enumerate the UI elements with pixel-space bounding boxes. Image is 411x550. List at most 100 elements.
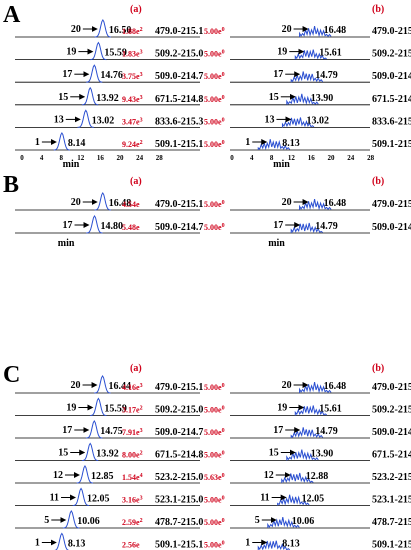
transition: 509.0-214.7 bbox=[372, 222, 411, 233]
retention-time: 15.59 bbox=[104, 48, 127, 59]
retention-time: 12.85 bbox=[91, 471, 114, 482]
axis-label: min bbox=[58, 238, 75, 249]
intensity: 5.00e0 bbox=[204, 140, 225, 149]
retention-time: 14.79 bbox=[315, 426, 338, 437]
intensity-exponent: 4 bbox=[140, 473, 143, 479]
retention-time: 14.75 bbox=[100, 426, 123, 437]
retention-time: 16.44 bbox=[109, 381, 132, 392]
transition: 478.7-215.0 bbox=[155, 517, 203, 528]
transition: 509.2-215.0 bbox=[155, 49, 203, 60]
peak-number: 11 bbox=[260, 493, 269, 504]
peak-number: 17 bbox=[273, 69, 283, 80]
peak-trace bbox=[286, 449, 319, 461]
axis-tick-label: 4 bbox=[40, 154, 44, 162]
peak-number: 13 bbox=[54, 114, 64, 125]
axis-tick-label: 8 bbox=[59, 154, 63, 162]
peak-number: 20 bbox=[282, 380, 292, 391]
transition: 478.7-215.0 bbox=[372, 517, 411, 528]
intensity-exponent: 3 bbox=[140, 95, 143, 101]
retention-time: 8.13 bbox=[282, 539, 300, 550]
peak-number: 17 bbox=[62, 425, 72, 436]
intensity-exponent: 2 bbox=[140, 451, 143, 457]
transition: 509.2-215.0 bbox=[372, 405, 411, 416]
axis-tick-label: 28 bbox=[367, 154, 375, 162]
peak-number: 13 bbox=[264, 114, 274, 125]
intensity: 5.00e0 bbox=[204, 95, 225, 104]
retention-time: 15.61 bbox=[319, 48, 342, 59]
peak-trace bbox=[299, 199, 332, 211]
retention-time: 8.14 bbox=[68, 138, 86, 149]
axis-tick-label: 20 bbox=[328, 154, 336, 162]
retention-time: 8.13 bbox=[282, 138, 300, 149]
intensity-exponent: 0 bbox=[222, 27, 225, 33]
column-tag: (a) bbox=[130, 176, 142, 187]
intensity: 9.43e3 bbox=[122, 95, 143, 104]
transition: 509.1-215.1 bbox=[155, 540, 203, 550]
transition: 479.0-215.1 bbox=[372, 382, 411, 393]
intensity: 1.83e3 bbox=[122, 50, 143, 59]
transition: 509.0-214.7 bbox=[155, 427, 203, 438]
peak-number: 17 bbox=[273, 425, 283, 436]
intensity: 3.16e3 bbox=[122, 496, 143, 505]
transition: 479.0-215.1 bbox=[155, 382, 203, 393]
intensity-exponent: 3 bbox=[140, 496, 143, 502]
peak-trace bbox=[94, 192, 111, 211]
axis-label: min bbox=[268, 238, 285, 249]
retention-time: 13.02 bbox=[306, 115, 329, 126]
intensity: 1.88e2 bbox=[122, 27, 143, 36]
transition: 479.0-215.1 bbox=[372, 199, 411, 210]
transition: 671.5-214.8 bbox=[155, 450, 203, 461]
retention-time: 8.13 bbox=[68, 539, 86, 550]
peak-number: 1 bbox=[35, 137, 40, 148]
peak-trace bbox=[85, 64, 103, 83]
peak-trace bbox=[76, 465, 94, 484]
peak-number: 20 bbox=[282, 24, 292, 35]
intensity-exponent: 0 bbox=[222, 223, 225, 229]
transition: 833.6-215.3 bbox=[372, 116, 411, 127]
peak-trace bbox=[294, 49, 328, 60]
intensity: 5.00e0 bbox=[204, 117, 225, 126]
intensity-exponent: 3 bbox=[140, 383, 143, 389]
peak-trace bbox=[281, 472, 314, 484]
axis-tick-label: 12 bbox=[77, 154, 85, 162]
intensity-exponent: 3 bbox=[140, 72, 143, 78]
intensity: 9.24e2 bbox=[122, 140, 143, 149]
intensity-exponent: 3 bbox=[140, 117, 143, 123]
peak-number: 12 bbox=[53, 470, 63, 481]
intensity-exponent: 0 bbox=[222, 383, 225, 389]
column-tag: (b) bbox=[372, 4, 384, 15]
peak-trace bbox=[299, 26, 332, 38]
axis-tick-label: 4 bbox=[250, 154, 254, 162]
intensity-exponent: 0 bbox=[222, 50, 225, 56]
retention-time: 16.48 bbox=[324, 25, 347, 36]
intensity-exponent: 0 bbox=[222, 518, 225, 524]
peak-trace bbox=[72, 487, 90, 506]
axis-tick-label: 0 bbox=[20, 154, 24, 162]
peak-number: 5 bbox=[44, 515, 49, 526]
retention-time: 15.59 bbox=[104, 404, 127, 415]
transition: 509.0-214.7 bbox=[155, 71, 203, 82]
transition: 509.1-215.1 bbox=[372, 540, 411, 550]
peak-number: 11 bbox=[50, 493, 59, 504]
intensity: 5.00e0 bbox=[204, 383, 225, 392]
intensity: 5.00e0 bbox=[204, 27, 225, 36]
intensity-exponent: 0 bbox=[222, 428, 225, 434]
peak-trace bbox=[53, 132, 70, 151]
intensity: 5.48e bbox=[122, 223, 140, 232]
intensity: 1.54e4 bbox=[122, 473, 143, 482]
peak-number: 20 bbox=[71, 380, 81, 391]
retention-time: 10.06 bbox=[292, 516, 315, 527]
transition: 479.0-215.1 bbox=[155, 199, 203, 210]
peak-trace bbox=[257, 139, 291, 151]
transition: 479.0-215.1 bbox=[155, 26, 203, 37]
intensity-exponent: 2 bbox=[140, 27, 143, 33]
peak-number: 20 bbox=[71, 24, 81, 35]
retention-time: 12.05 bbox=[302, 494, 325, 505]
peak-trace bbox=[81, 86, 99, 106]
axis-tick-label: 24 bbox=[347, 154, 355, 162]
retention-time: 13.92 bbox=[96, 93, 119, 104]
intensity-exponent: 0 bbox=[222, 406, 225, 412]
retention-time: 13.02 bbox=[92, 115, 115, 126]
peak-trace bbox=[85, 420, 103, 439]
